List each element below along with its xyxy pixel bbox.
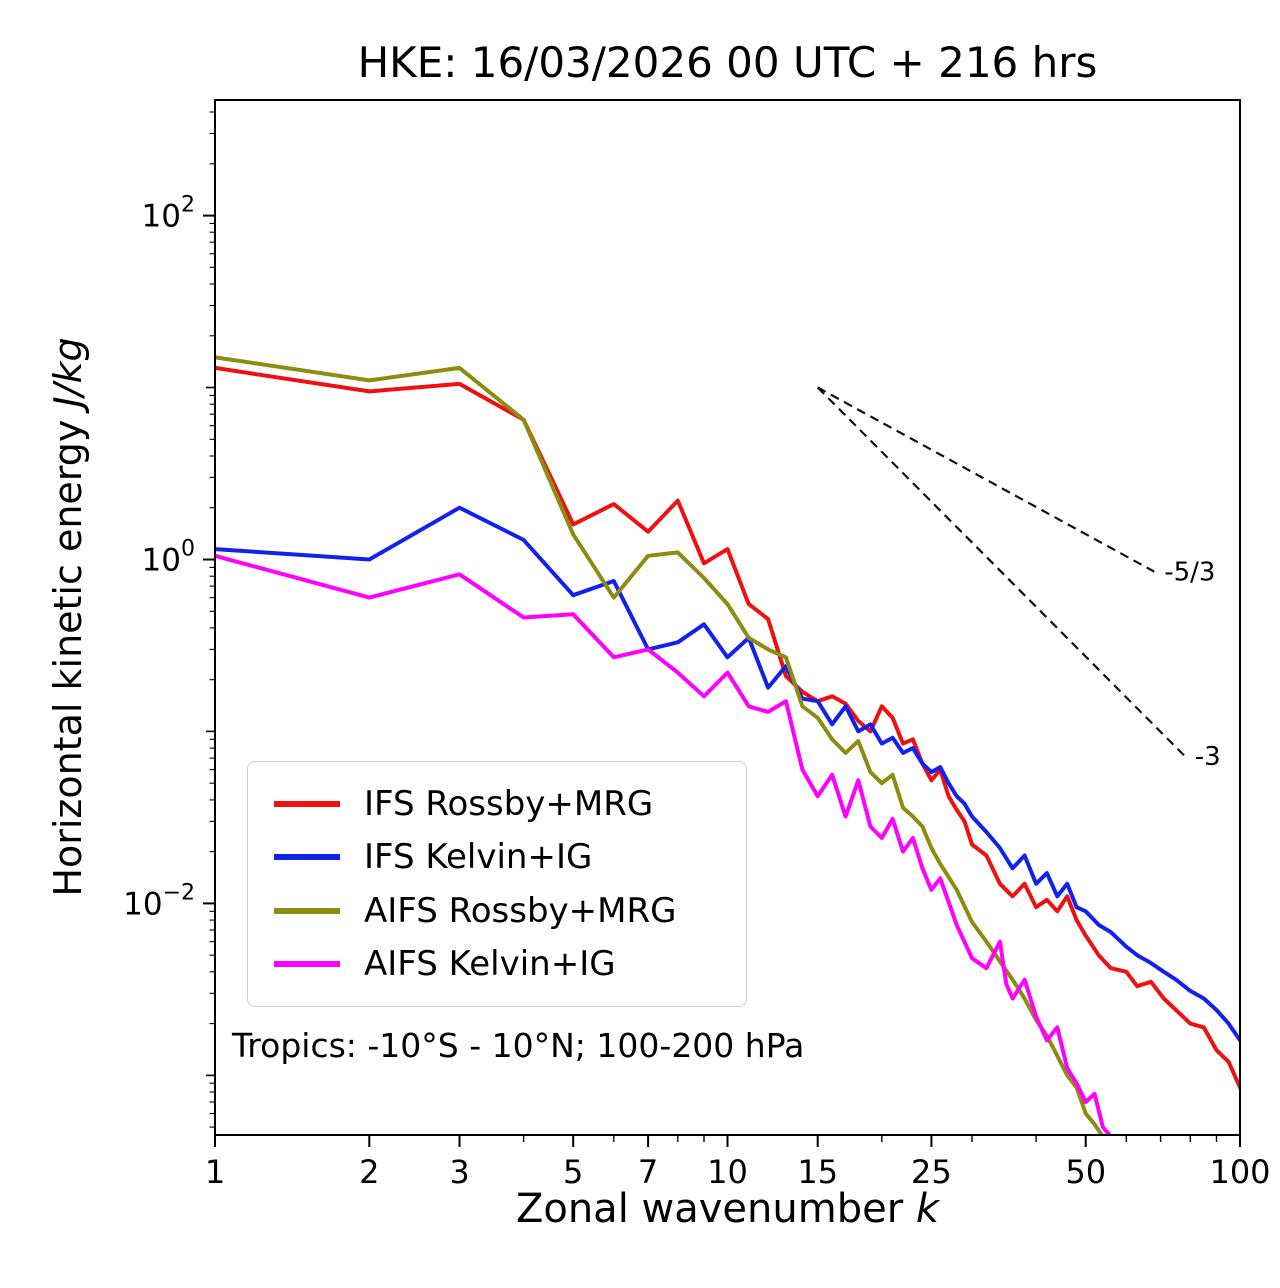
region-annotation: Tropics: -10°S - 10°N; 100-200 hPa bbox=[232, 1026, 805, 1065]
x-tick-label: 3 bbox=[449, 1153, 469, 1191]
y-tick-label: 100 bbox=[142, 537, 195, 579]
legend-label-aifs-rossby: AIFS Rossby+MRG bbox=[364, 890, 677, 931]
series-line-0 bbox=[215, 365, 1240, 1090]
legend-swatch-aifs-kelvin bbox=[274, 960, 340, 967]
legend-swatch-ifs-kelvin bbox=[274, 854, 340, 861]
legend-swatch-ifs-rossby bbox=[274, 801, 340, 807]
ref-line-0 bbox=[817, 386, 1155, 573]
ref-line-label-1: -3 bbox=[1195, 742, 1221, 772]
y-axis-label-units: J/kg bbox=[46, 337, 90, 408]
chart-title: HKE: 16/03/2026 00 UTC + 216 hrs bbox=[357, 38, 1098, 87]
legend-label-ifs-rossby: IFS Rossby+MRG bbox=[364, 784, 654, 824]
legend-label-ifs-kelvin: IFS Kelvin+IG bbox=[364, 837, 593, 878]
x-tick-label: 100 bbox=[1209, 1153, 1270, 1191]
y-tick-label: 102 bbox=[142, 193, 195, 235]
x-axis-label-var: k bbox=[915, 1186, 940, 1232]
ref-line-label-0: -5/3 bbox=[1164, 558, 1215, 588]
x-tick-label: 15 bbox=[797, 1153, 838, 1191]
legend-swatch-aifs-rossby bbox=[274, 907, 340, 914]
x-tick-label: 2 bbox=[359, 1153, 379, 1191]
ref-line-1 bbox=[816, 386, 1186, 757]
legend-item-ifs-rossby: IFS Rossby+MRG bbox=[274, 784, 736, 824]
curves-group bbox=[215, 355, 1240, 1135]
legend-item-aifs-rossby: AIFS Rossby+MRG bbox=[274, 891, 736, 931]
x-tick-label: 50 bbox=[1065, 1153, 1106, 1191]
legend-item-ifs-kelvin: IFS Kelvin+IG bbox=[274, 837, 736, 877]
legend-label-aifs-kelvin: AIFS Kelvin+IG bbox=[364, 943, 616, 984]
x-tick-label: 25 bbox=[911, 1153, 952, 1191]
x-tick-label: 10 bbox=[707, 1153, 748, 1191]
y-axis-label: Horizontal kinetic energy J/kg bbox=[46, 337, 90, 896]
x-axis-label: Zonal wavenumber k bbox=[215, 1186, 1240, 1232]
y-tick-label: 10−2 bbox=[123, 880, 195, 922]
x-tick-label: 7 bbox=[638, 1153, 658, 1191]
x-axis-label-text: Zonal wavenumber bbox=[515, 1186, 904, 1232]
x-tick-label: 1 bbox=[205, 1153, 225, 1191]
legend-item-aifs-kelvin: AIFS Kelvin+IG bbox=[274, 944, 736, 984]
series-line-2 bbox=[215, 355, 1105, 1135]
series-line-1 bbox=[215, 505, 1240, 1043]
legend: IFS Rossby+MRG IFS Kelvin+IG AIFS Rossby… bbox=[247, 761, 747, 1007]
x-tick-label: 5 bbox=[563, 1153, 583, 1191]
series-line-3 bbox=[215, 553, 1113, 1135]
y-axis-label-text: Horizontal kinetic energy bbox=[46, 419, 90, 897]
